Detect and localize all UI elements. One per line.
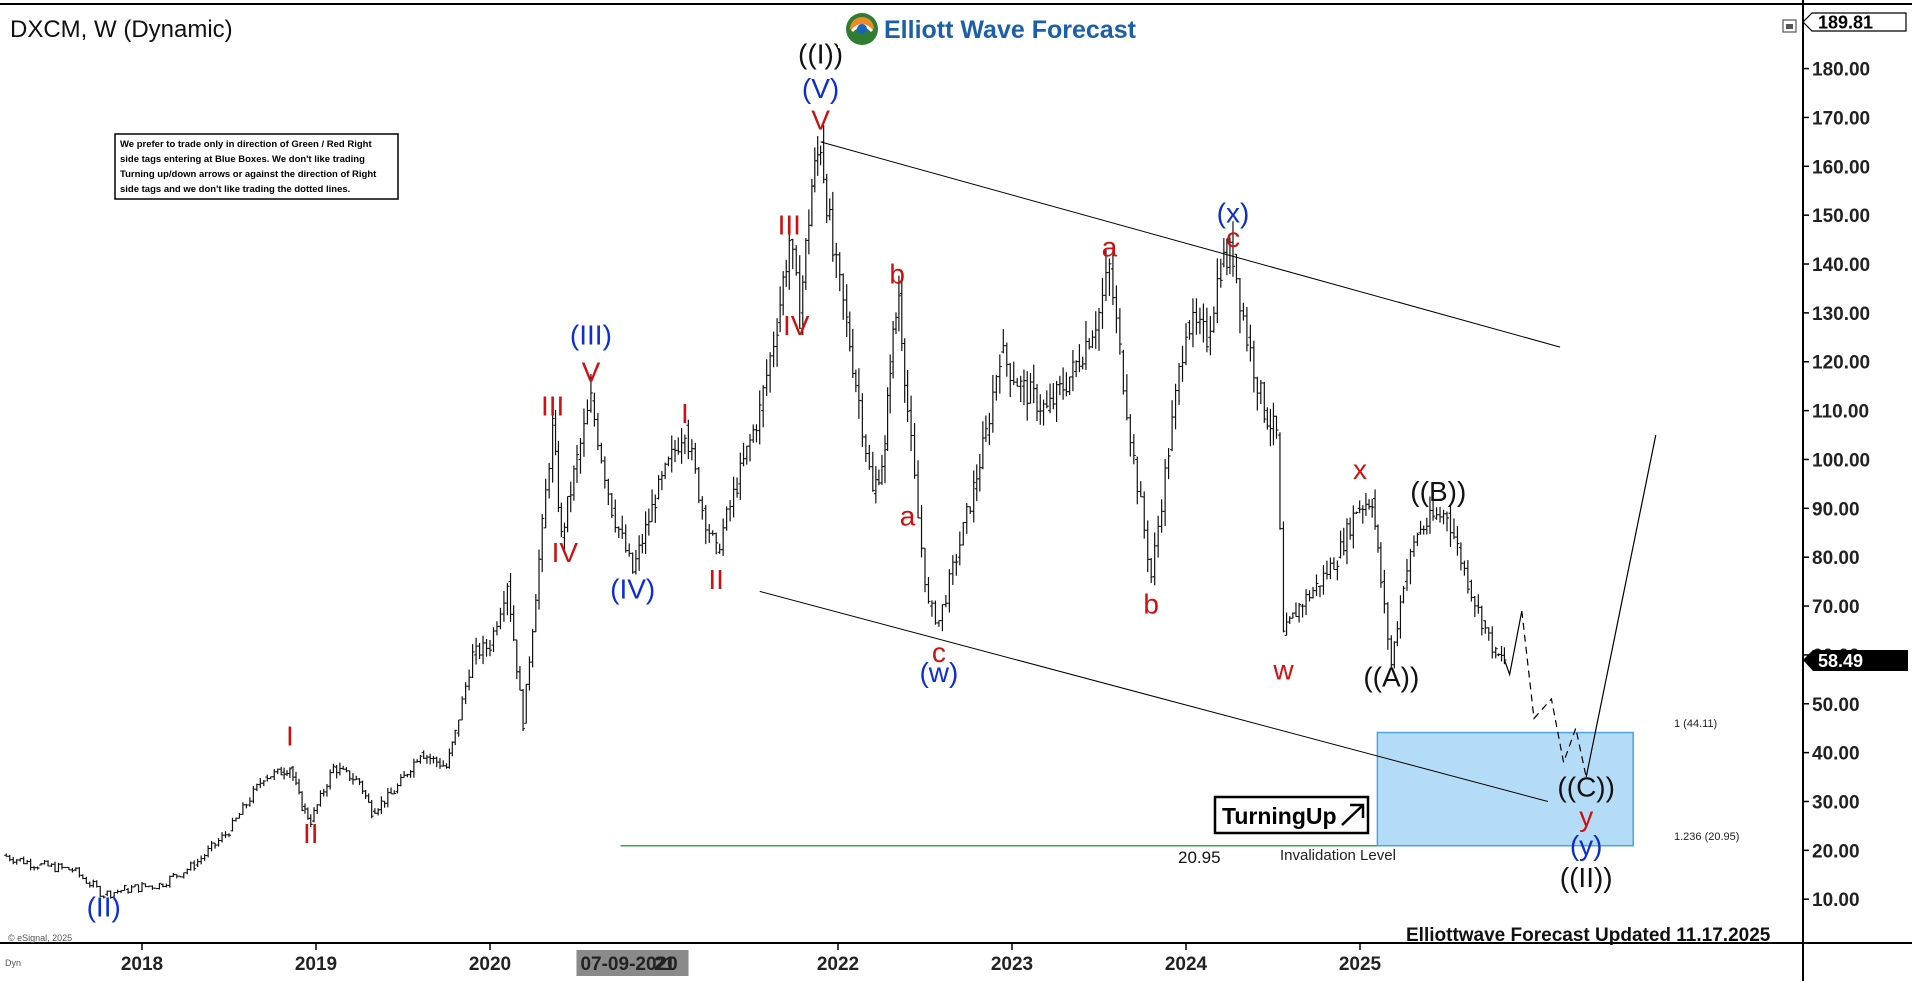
wave-label: c xyxy=(932,637,946,668)
price-bars xyxy=(4,124,1507,900)
note-line: Turning up/down arrows or against the di… xyxy=(120,169,377,180)
wave-label: b xyxy=(889,259,905,290)
wave-label: (V) xyxy=(802,73,839,104)
wave-label: (II) xyxy=(87,891,121,922)
wave-label: I xyxy=(681,398,689,429)
x-tick-label: 2023 xyxy=(991,954,1033,975)
y-tick-label: 50.00 xyxy=(1812,695,1860,716)
wave-label: ((B)) xyxy=(1410,476,1466,507)
y-tick-label: 20.00 xyxy=(1812,841,1860,862)
logo-icon xyxy=(846,13,878,45)
logo-background xyxy=(838,10,1164,48)
wave-label: (x) xyxy=(1217,197,1250,228)
y-tick-label: 80.00 xyxy=(1812,548,1860,569)
wave-label: (w) xyxy=(919,657,958,688)
invalidation-label: Invalidation Level xyxy=(1280,847,1396,864)
wave-label: ((I)) xyxy=(798,39,843,70)
wave-label: III xyxy=(778,210,801,241)
wave-label: IV xyxy=(783,310,810,341)
y-tick-label: 90.00 xyxy=(1812,499,1860,520)
plot-area xyxy=(4,124,1657,900)
wave-label: II xyxy=(303,818,319,849)
y-tick-label: 100.00 xyxy=(1812,450,1870,471)
wave-label: (III) xyxy=(570,320,612,351)
wave-label: (IV) xyxy=(610,574,655,605)
note-line: side tags and we don't like trading the … xyxy=(120,184,350,195)
note-line: We prefer to trade only in direction of … xyxy=(120,139,372,150)
y-tick-label: 120.00 xyxy=(1812,353,1870,374)
y-tick-label: 40.00 xyxy=(1812,744,1860,765)
top-price-value: 189.81 xyxy=(1818,13,1873,33)
wave-label: x xyxy=(1353,454,1367,485)
x-tick-label: 07-09-2020 xyxy=(580,954,677,975)
box-bottom-label: 1.236 (20.95) xyxy=(1674,831,1739,843)
wave-label: ((C)) xyxy=(1557,772,1615,803)
invalidation-value: 20.95 xyxy=(1178,848,1221,867)
wave-label: a xyxy=(1102,232,1118,263)
y-tick-label: 170.00 xyxy=(1812,108,1870,129)
projection-path-rally xyxy=(1585,434,1657,778)
y-tick-label: 130.00 xyxy=(1812,304,1870,325)
box-top-label: 1 (44.11) xyxy=(1674,718,1717,730)
wave-label: ((A)) xyxy=(1363,662,1419,693)
turning-up-badge: TurningUp xyxy=(1213,795,1370,835)
x-tick-highlight xyxy=(576,950,689,976)
x-tick-label: 2024 xyxy=(1165,954,1208,975)
y-tick-label: 110.00 xyxy=(1812,402,1869,423)
x-tick-label: 2020 xyxy=(469,954,511,975)
top-price-tag: 189.81 xyxy=(1802,12,1907,33)
wave-label: ((II)) xyxy=(1560,862,1613,893)
wave-label: b xyxy=(1143,588,1159,619)
chart-title: DXCM, W (Dynamic) xyxy=(10,16,233,43)
wave-label: V xyxy=(582,356,601,387)
logo-text: Elliott Wave Forecast xyxy=(884,16,1137,44)
wave-label: (y) xyxy=(1570,830,1603,861)
wave-label: III xyxy=(541,390,564,421)
y-tick-label: 10.00 xyxy=(1812,890,1860,911)
copyright-text: © eSignal, 2025 xyxy=(8,933,72,943)
current-price-tag: 58.49 xyxy=(1803,650,1908,671)
channel-lower-line xyxy=(759,590,1549,802)
y-tick-label: 140.00 xyxy=(1812,255,1870,276)
projection-path-dashed xyxy=(1521,610,1587,778)
channel-upper-line xyxy=(820,141,1561,348)
trading-note-box: We prefer to trade only in direction of … xyxy=(114,133,399,200)
note-line: side tags entering at Blue Boxes. We don… xyxy=(120,154,365,165)
x-tick-label: 2025 xyxy=(1339,954,1382,975)
x-tick-label: 21 xyxy=(654,954,676,975)
updated-footer: Elliottwave Forecast Updated 11.17.2025 xyxy=(1406,925,1771,946)
wave-label: II xyxy=(708,564,724,595)
wave-label: y xyxy=(1579,801,1593,832)
wave-labels: (II)IIIIIIIVV(III)(IV)IIIIIIIVV(V)((I))b… xyxy=(87,39,1615,923)
maximize-icon[interactable] xyxy=(1782,19,1797,33)
x-tick-label: 2022 xyxy=(817,954,859,975)
dyn-corner-tag: Dyn xyxy=(5,958,21,968)
wave-label: w xyxy=(1272,654,1294,685)
projection-path-solid xyxy=(1503,610,1523,677)
current-price-value: 58.49 xyxy=(1818,651,1863,671)
turning-up-text: TurningUp xyxy=(1222,803,1337,829)
x-tick-label: 2018 xyxy=(121,954,163,975)
y-tick-label: 30.00 xyxy=(1812,792,1860,813)
blue-target-box xyxy=(1376,731,1634,847)
wave-label: a xyxy=(900,500,916,531)
wave-label: c xyxy=(1226,222,1240,253)
wave-label: V xyxy=(811,105,830,136)
y-tick-label: 180.00 xyxy=(1812,60,1870,81)
arrow-up-right-icon xyxy=(1341,803,1365,826)
y-tick-label: 160.00 xyxy=(1812,157,1870,178)
brand-logo: Elliott Wave Forecast xyxy=(838,10,1164,48)
y-tick-label: 150.00 xyxy=(1812,206,1870,227)
wave-label: IV xyxy=(552,537,579,568)
wave-label: I xyxy=(286,720,294,751)
y-tick-label: 70.00 xyxy=(1812,597,1860,618)
x-tick-label: 2019 xyxy=(295,954,337,975)
